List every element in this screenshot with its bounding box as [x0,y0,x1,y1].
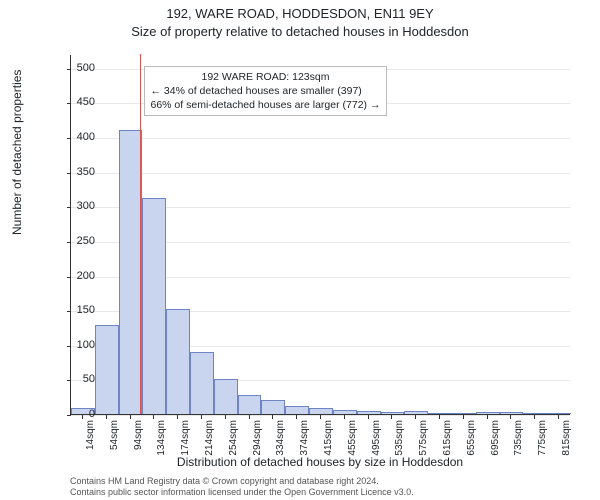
ytick-mark [67,415,71,416]
xtick-mark [153,415,154,419]
chart-container: 192, WARE ROAD, HODDESDON, EN11 9EY Size… [0,0,600,500]
xtick-label: 815sqm [561,420,572,465]
histogram-bar [285,406,309,414]
chart-title-line2: Size of property relative to detached ho… [0,24,600,39]
ytick-label: 500 [55,62,95,74]
ytick-label: 450 [55,96,95,108]
xtick-mark [130,415,131,419]
histogram-bar [404,411,428,414]
footer-line2: Contains public sector information licen… [70,487,414,498]
xtick-label: 374sqm [299,420,310,465]
ytick-label: 400 [55,131,95,143]
marker-line [140,54,141,414]
gridline [71,173,570,174]
xtick-label: 134sqm [156,420,167,465]
xtick-mark [558,415,559,419]
xtick-mark [225,415,226,419]
ytick-label: 100 [55,339,95,351]
histogram-bar [261,400,285,414]
xtick-label: 294sqm [252,420,263,465]
xtick-mark [249,415,250,419]
xtick-mark [344,415,345,419]
ytick-mark [67,207,71,208]
histogram-bar [500,412,524,414]
annotation-line1: 192 WARE ROAD: 123sqm [151,70,381,84]
xtick-mark [82,415,83,419]
xtick-mark [320,415,321,419]
chart-title-line1: 192, WARE ROAD, HODDESDON, EN11 9EY [0,6,600,21]
plot-area: 192 WARE ROAD: 123sqm← 34% of detached h… [70,55,570,415]
xtick-mark [296,415,297,419]
ytick-label: 150 [55,304,95,316]
histogram-bar [190,352,214,414]
xtick-label: 14sqm [85,420,96,465]
xtick-label: 615sqm [442,420,453,465]
xtick-label: 254sqm [228,420,239,465]
xtick-label: 214sqm [204,420,215,465]
xtick-mark [272,415,273,419]
xtick-label: 695sqm [490,420,501,465]
xtick-mark [439,415,440,419]
histogram-bar [476,412,500,414]
xtick-label: 775sqm [537,420,548,465]
xtick-label: 575sqm [418,420,429,465]
ytick-mark [67,380,71,381]
xtick-label: 655sqm [466,420,477,465]
xtick-label: 94sqm [133,420,144,465]
histogram-bar [381,412,405,414]
xtick-mark [368,415,369,419]
histogram-bar [523,413,547,414]
xtick-label: 174sqm [180,420,191,465]
xtick-mark [391,415,392,419]
gridline [71,138,570,139]
xtick-label: 54sqm [109,420,120,465]
xtick-mark [534,415,535,419]
histogram-bar [357,411,381,414]
xtick-mark [201,415,202,419]
ytick-mark [67,69,71,70]
footer-attribution: Contains HM Land Registry data © Crown c… [70,476,414,498]
histogram-bar [142,198,166,414]
xtick-mark [510,415,511,419]
ytick-label: 200 [55,270,95,282]
xtick-label: 455sqm [347,420,358,465]
ytick-mark [67,103,71,104]
ytick-mark [67,277,71,278]
histogram-bar [309,408,333,414]
xtick-label: 334sqm [275,420,286,465]
footer-line1: Contains HM Land Registry data © Crown c… [70,476,414,487]
ytick-mark [67,173,71,174]
histogram-bar [547,413,571,414]
histogram-bar [333,410,357,414]
ytick-label: 350 [55,166,95,178]
ytick-mark [67,311,71,312]
histogram-bar [428,413,452,414]
histogram-bar [214,379,238,414]
annotation-line3: 66% of semi-detached houses are larger (… [151,98,381,112]
xtick-mark [106,415,107,419]
ytick-mark [67,138,71,139]
annotation-box: 192 WARE ROAD: 123sqm← 34% of detached h… [144,66,388,117]
ytick-mark [67,242,71,243]
ytick-mark [67,346,71,347]
ytick-label: 0 [55,408,95,420]
ytick-label: 300 [55,200,95,212]
xtick-label: 415sqm [323,420,334,465]
ytick-label: 50 [55,373,95,385]
xtick-mark [415,415,416,419]
histogram-bar [452,413,476,414]
histogram-bar [166,309,190,414]
xtick-label: 535sqm [394,420,405,465]
xtick-mark [463,415,464,419]
xtick-mark [177,415,178,419]
y-axis-label: Number of detached properties [10,70,24,235]
xtick-label: 735sqm [513,420,524,465]
xtick-label: 495sqm [371,420,382,465]
histogram-bar [95,325,119,414]
histogram-bar [238,395,262,414]
ytick-label: 250 [55,235,95,247]
annotation-line2: ← 34% of detached houses are smaller (39… [151,84,381,98]
xtick-mark [487,415,488,419]
